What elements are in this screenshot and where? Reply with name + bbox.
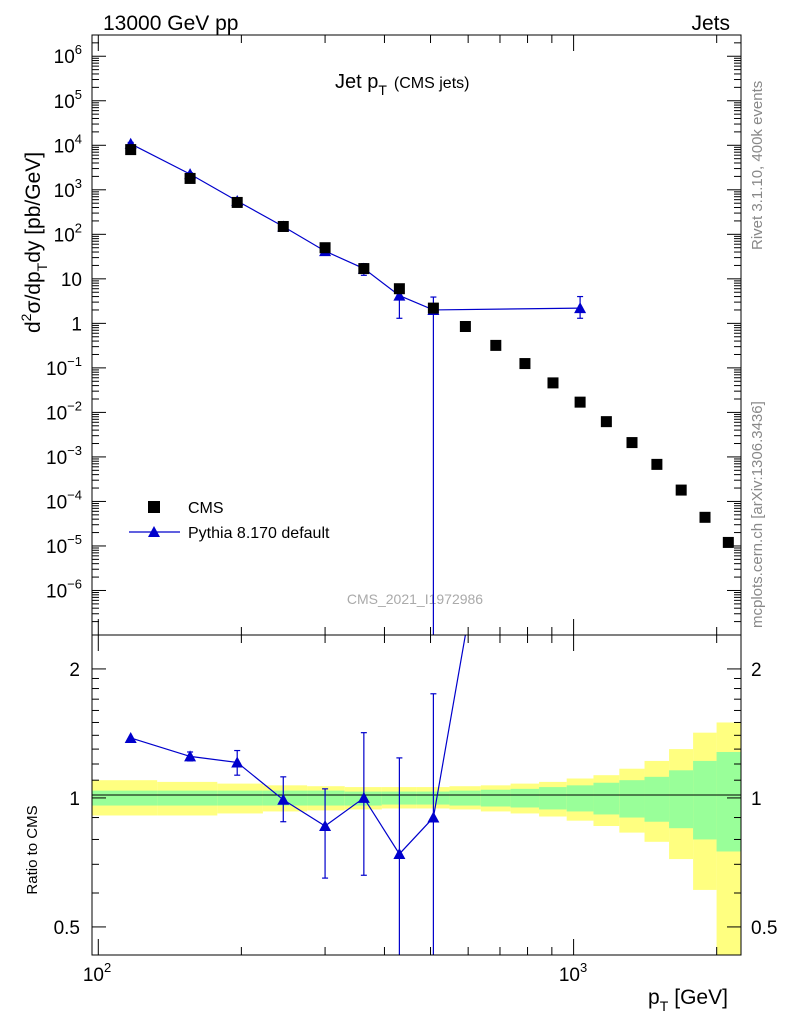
ratio-tick-label-right: 0.5 bbox=[751, 918, 777, 939]
ratio-band-inner bbox=[566, 785, 594, 812]
cms-point bbox=[574, 396, 586, 408]
legend-cms-label: CMS bbox=[188, 500, 224, 517]
y-tick-label: 102 bbox=[54, 220, 82, 246]
ratio-band-inner bbox=[669, 770, 694, 829]
chart-title: Jet pT (CMS jets) bbox=[335, 71, 469, 98]
ratio-y-axis-title: Ratio to CMS bbox=[24, 805, 41, 894]
ratio-pythia-point bbox=[393, 847, 406, 859]
ratio-pythia-point bbox=[319, 820, 332, 832]
ratio-band-inner bbox=[619, 780, 645, 818]
cms-point bbox=[675, 484, 687, 496]
ratio-band-inner bbox=[716, 751, 741, 852]
cms-point bbox=[393, 283, 405, 295]
ratio-band-inner bbox=[644, 776, 670, 822]
ratio-pythia-point bbox=[231, 756, 244, 768]
y-tick-label: 10−1 bbox=[46, 354, 82, 380]
ratio-tick-label-right: 2 bbox=[751, 660, 762, 681]
main-y-tick-labels: 106 105 104 103 102 10 1 10−1 10−2 10−3 … bbox=[46, 42, 82, 602]
ratio-tick-label-left: 1 bbox=[69, 789, 80, 810]
ratio-y-tick-labels: 0.5 1 2 0.5 1 2 bbox=[54, 660, 778, 939]
rivet-version-label: Rivet 3.1.10, 400k events bbox=[749, 81, 766, 250]
ratio-band-inner bbox=[510, 788, 540, 808]
cms-point bbox=[626, 437, 638, 449]
ratio-tick-label-right: 1 bbox=[751, 789, 762, 810]
cms-point bbox=[231, 196, 243, 208]
y-tick-label: 1 bbox=[71, 314, 82, 335]
ratio-band-inner bbox=[307, 790, 345, 806]
x-tick-label-1000: 103 bbox=[559, 960, 587, 986]
header-energy-label: 13000 GeV pp bbox=[103, 12, 238, 35]
ratio-band-inner bbox=[593, 782, 620, 815]
ratio-pythia-point bbox=[427, 811, 440, 823]
ratio-tick-label-left: 0.5 bbox=[54, 918, 80, 939]
ratio-band-inner bbox=[92, 790, 158, 806]
y-tick-label: 104 bbox=[54, 131, 82, 157]
cms-point bbox=[722, 536, 734, 548]
main-cms-series bbox=[125, 144, 734, 548]
cms-point bbox=[184, 172, 196, 184]
pythia-point bbox=[574, 302, 587, 314]
cms-point bbox=[699, 511, 711, 523]
ratio-band-inner bbox=[449, 790, 481, 806]
cms-point bbox=[547, 377, 559, 389]
cms-point bbox=[277, 220, 289, 232]
ratio-band-inner bbox=[217, 790, 263, 806]
y-tick-label: 106 bbox=[54, 42, 82, 68]
y-tick-label: 10−2 bbox=[46, 398, 82, 424]
cms-point bbox=[459, 321, 471, 333]
y-tick-label: 103 bbox=[54, 176, 82, 202]
cms-point bbox=[600, 416, 612, 428]
ratio-band-inner bbox=[539, 787, 567, 810]
y-tick-label: 10−6 bbox=[46, 576, 82, 602]
ratio-pythia-point bbox=[184, 750, 197, 762]
cms-point bbox=[319, 242, 331, 254]
y-tick-label: 10−3 bbox=[46, 443, 82, 469]
legend-cms-marker bbox=[148, 501, 160, 513]
ratio-pythia-point bbox=[124, 731, 137, 743]
cms-point bbox=[125, 144, 137, 156]
ratio-pythia-series bbox=[124, 634, 466, 955]
x-axis-title: pT [GeV] bbox=[648, 986, 728, 1014]
cms-point bbox=[427, 302, 439, 314]
cms-point bbox=[519, 358, 531, 370]
ratio-pythia-point bbox=[277, 793, 290, 805]
ratio-band-inner bbox=[480, 789, 511, 807]
ratio-uncertainty-bands bbox=[92, 722, 741, 955]
ratio-panel-ticks bbox=[92, 635, 741, 955]
pythia-point bbox=[393, 289, 406, 301]
x-tick-label-100: 102 bbox=[83, 960, 111, 986]
header-process-label: Jets bbox=[691, 12, 730, 35]
y-tick-label: 10−5 bbox=[46, 532, 82, 558]
y-tick-label: 105 bbox=[54, 87, 82, 113]
ratio-panel-frame bbox=[91, 634, 742, 956]
cms-point bbox=[490, 339, 502, 351]
analysis-id-watermark: CMS_2021_I1972986 bbox=[347, 591, 483, 607]
y-tick-label: 10 bbox=[61, 270, 82, 291]
legend-pythia-marker bbox=[148, 526, 160, 537]
ratio-band-inner bbox=[157, 790, 218, 806]
y-tick-label: 10−4 bbox=[46, 487, 82, 513]
ratio-tick-label-left: 2 bbox=[69, 660, 80, 681]
cms-point bbox=[358, 263, 370, 275]
legend-pythia-label: Pythia 8.170 default bbox=[188, 525, 330, 542]
main-panel-ticks bbox=[92, 34, 741, 636]
y-axis-title: d2σ/dpTdy [pb/GeV] bbox=[18, 152, 50, 333]
ratio-pythia-point bbox=[357, 791, 370, 803]
legend: CMS Pythia 8.170 default bbox=[129, 500, 330, 542]
ratio-band-inner bbox=[693, 760, 717, 840]
cms-point bbox=[651, 458, 663, 470]
mcplots-label: mcplots.cern.ch [arXiv:1306.3436] bbox=[749, 401, 766, 628]
